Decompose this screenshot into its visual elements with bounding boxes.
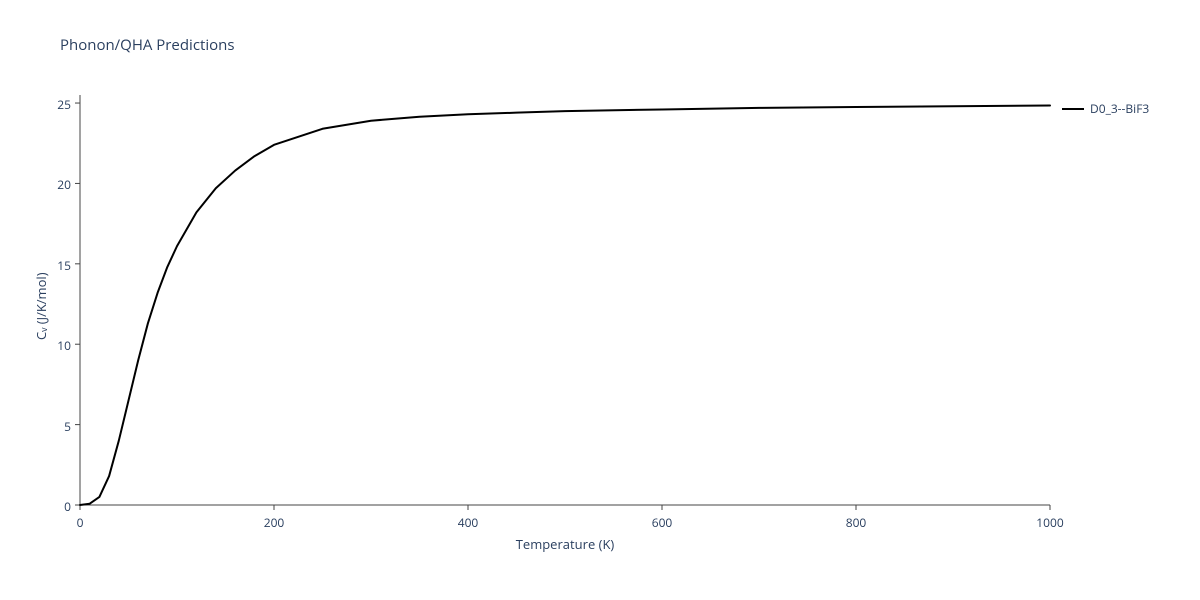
x-tick-label: 600 bbox=[647, 514, 677, 531]
x-tick-label: 400 bbox=[453, 514, 483, 531]
y-tick-label: 15 bbox=[57, 257, 71, 274]
y-tick-label: 25 bbox=[57, 96, 71, 113]
legend: D0_3--BiF3 bbox=[1062, 100, 1149, 117]
legend-item-label: D0_3--BiF3 bbox=[1090, 100, 1149, 117]
x-tick-label: 1000 bbox=[1035, 514, 1065, 531]
legend-swatch bbox=[1062, 108, 1084, 110]
y-tick-label: 20 bbox=[57, 176, 71, 193]
chart-svg bbox=[0, 0, 1200, 600]
y-axis-label: Cᵥ (J/K/mol) bbox=[32, 272, 50, 340]
y-tick-label: 10 bbox=[57, 337, 71, 354]
x-tick-label: 0 bbox=[65, 514, 95, 531]
x-axis-label: Temperature (K) bbox=[505, 535, 625, 553]
legend-item[interactable]: D0_3--BiF3 bbox=[1062, 100, 1149, 117]
x-tick-label: 800 bbox=[841, 514, 871, 531]
y-tick-label: 5 bbox=[64, 418, 71, 435]
x-tick-label: 200 bbox=[259, 514, 289, 531]
chart-container: { "chart": { "type": "line", "title": "P… bbox=[0, 0, 1200, 600]
y-tick-label: 0 bbox=[64, 498, 71, 515]
